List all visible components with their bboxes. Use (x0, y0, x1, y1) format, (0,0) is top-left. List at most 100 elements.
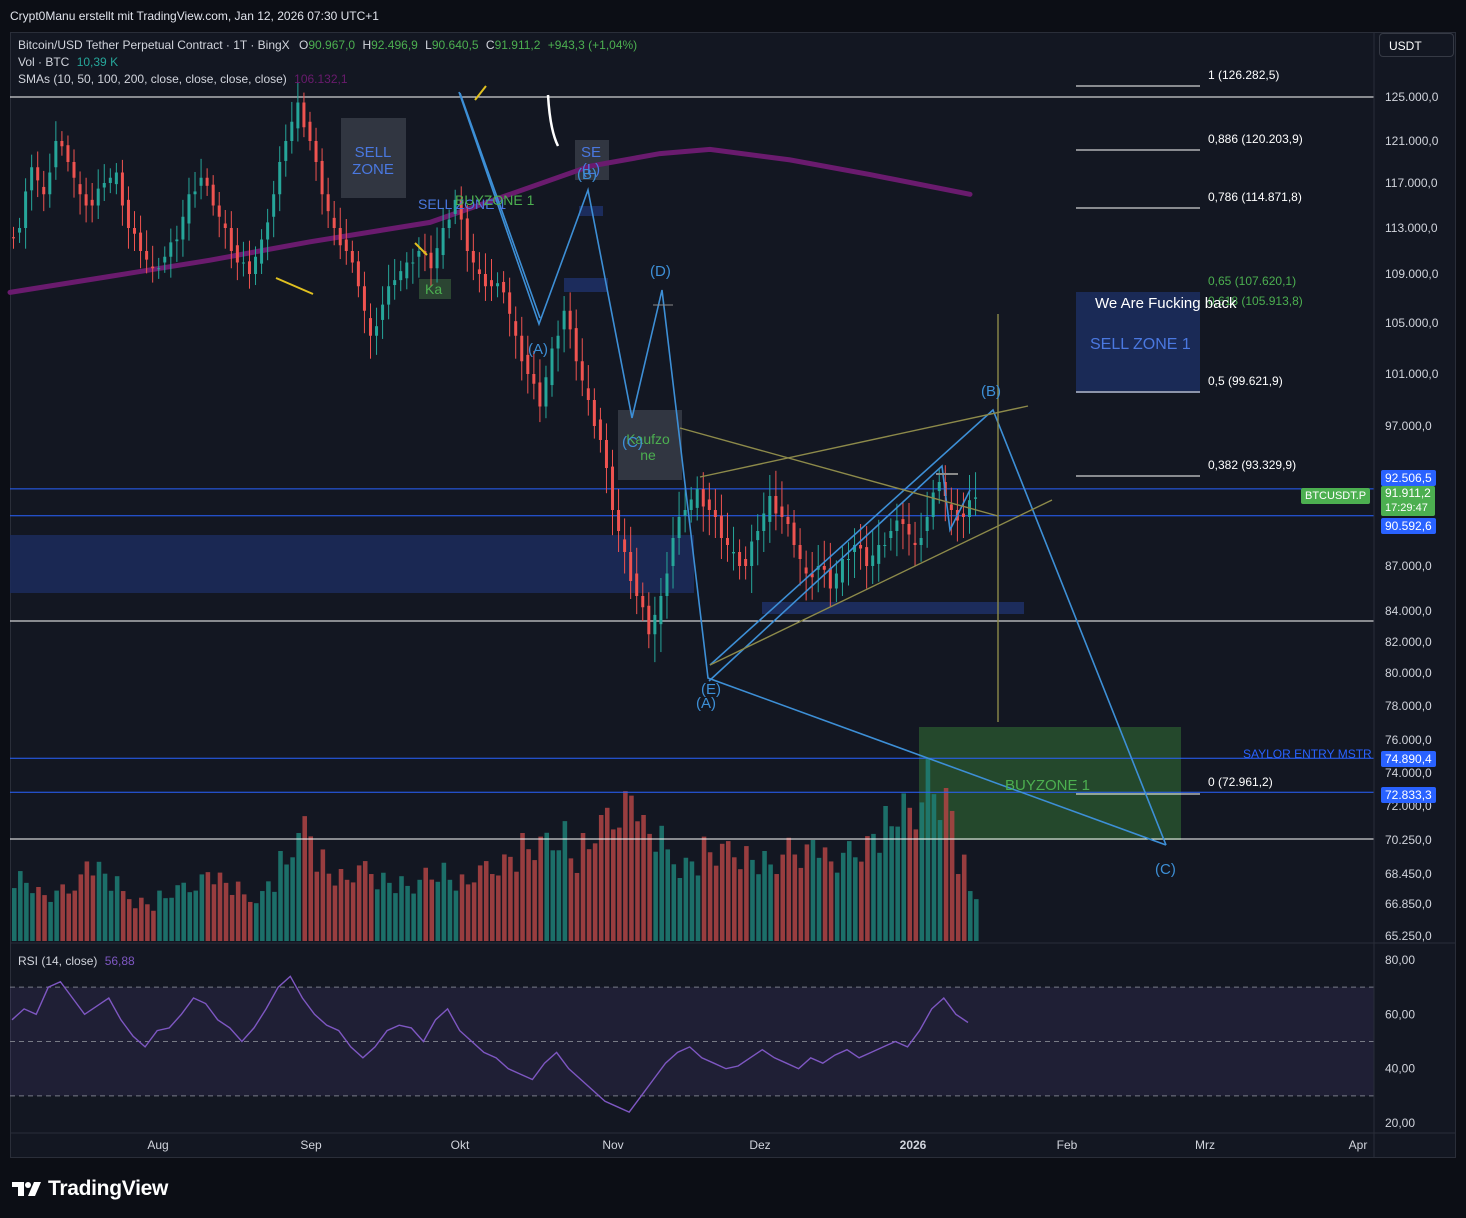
volume-bar (798, 867, 804, 941)
price-axis-label: 87.000,0 (1385, 559, 1432, 573)
buyzone-label-top: BUYZONE 1 (455, 192, 535, 208)
wave-label: (B) (981, 383, 1001, 400)
sell-zone-label: SELL (355, 144, 392, 161)
volume-bar (635, 821, 640, 941)
candle-body (834, 573, 838, 589)
volume-bar (508, 856, 513, 941)
candle-body (163, 256, 167, 263)
volume-bar (465, 884, 471, 941)
volume-bar (187, 892, 193, 941)
price-tag-upper-line: 92.506,5 (1381, 470, 1436, 486)
volume-bar (205, 872, 211, 941)
volume-bar (744, 846, 749, 941)
volume-bar (229, 894, 235, 941)
candle-body (66, 145, 70, 162)
hand-stroke (546, 94, 560, 147)
sma-legend[interactable]: SMAs (10, 50, 100, 200, close, close, cl… (18, 72, 348, 86)
candle-body (768, 496, 772, 522)
volume-bar (459, 874, 465, 941)
volume-bar (871, 833, 876, 941)
volume-bar (145, 904, 150, 941)
candle-body (828, 568, 832, 589)
candle-body (314, 141, 318, 162)
volume-bar (272, 891, 277, 941)
candle-body (762, 513, 766, 531)
candle-body (393, 280, 397, 286)
volume-bar (834, 872, 840, 941)
candle-body (78, 184, 82, 195)
currency-selector[interactable]: USDT (1379, 33, 1454, 57)
price-axis-label: 74.000,0 (1385, 766, 1432, 780)
candle-body (719, 515, 723, 538)
yellow-trend-1 (275, 277, 314, 295)
volume-bar (72, 890, 78, 941)
candle-body (556, 335, 560, 349)
volume-bar (955, 874, 961, 941)
candle-body (338, 228, 342, 246)
volume-bar (387, 882, 392, 941)
volume-bar (120, 891, 126, 941)
volume-bar (108, 890, 114, 941)
currency-label: USDT (1389, 39, 1422, 53)
volume-bar (435, 881, 441, 941)
candle-body (526, 354, 530, 374)
candle-body (60, 141, 64, 147)
volume-bar (18, 871, 23, 941)
volume-bar (368, 874, 374, 941)
volume-bar (762, 851, 767, 941)
candle-body (381, 304, 385, 320)
symbol-title: Bitcoin/USD Tether Perpetual Contract · … (18, 38, 290, 52)
rsi-legend[interactable]: RSI (14, close) 56,88 (18, 954, 135, 968)
candle-body (744, 559, 748, 566)
sell-zone-right-box (1076, 292, 1200, 393)
candle-body (211, 184, 215, 206)
volume-bar (290, 857, 295, 941)
candle-body (647, 605, 651, 635)
candle-body (901, 519, 905, 524)
volume-bar (949, 810, 955, 941)
sell-zone-label-2: SE (581, 144, 601, 161)
candle-body (725, 538, 729, 545)
chart-frame[interactable] (10, 32, 1456, 1158)
candle-body (846, 559, 850, 560)
candle-body (471, 251, 475, 263)
candle-body (465, 218, 469, 251)
sell-zone-label-2: (L) (582, 161, 600, 178)
volume-bar (139, 897, 144, 941)
volume-layer (12, 757, 979, 941)
volume-bar (865, 836, 870, 941)
fib-label: 0,382 (93.329,9) (1208, 458, 1296, 472)
candle-body (84, 194, 88, 206)
volume-bar (617, 827, 622, 941)
candle-body (405, 262, 409, 279)
candle-body (120, 172, 124, 206)
candle-body (96, 188, 100, 206)
volume-bar (647, 833, 652, 941)
symbol-legend[interactable]: Bitcoin/USD Tether Perpetual Contract · … (18, 38, 637, 52)
volume-legend[interactable]: Vol · BTC 10,39 K (18, 55, 118, 69)
candle-body (284, 141, 288, 161)
volume-bar (114, 876, 120, 941)
volume-bar (260, 891, 265, 941)
volume-bar (453, 890, 459, 941)
volume-bar (211, 884, 217, 941)
volume-bar (943, 788, 949, 941)
volume-bar (913, 829, 919, 941)
price-axis-label: 78.000,0 (1385, 699, 1432, 713)
price-axis-label: 101.000,0 (1385, 367, 1439, 381)
candle-body (133, 228, 137, 234)
volume-bar (786, 837, 792, 941)
volume-bar (683, 857, 689, 941)
volume-bar (707, 852, 713, 941)
fib-label: 0,886 (120.203,9) (1208, 132, 1303, 146)
candle-body (544, 377, 548, 407)
volume-bar (937, 820, 943, 941)
volume-bar (689, 861, 695, 941)
volume-bar (490, 874, 495, 941)
candle-body (272, 194, 276, 217)
candle-body (732, 552, 736, 554)
volume-bar (338, 869, 344, 941)
volume-bar (223, 882, 229, 941)
volume-bar (496, 875, 501, 941)
